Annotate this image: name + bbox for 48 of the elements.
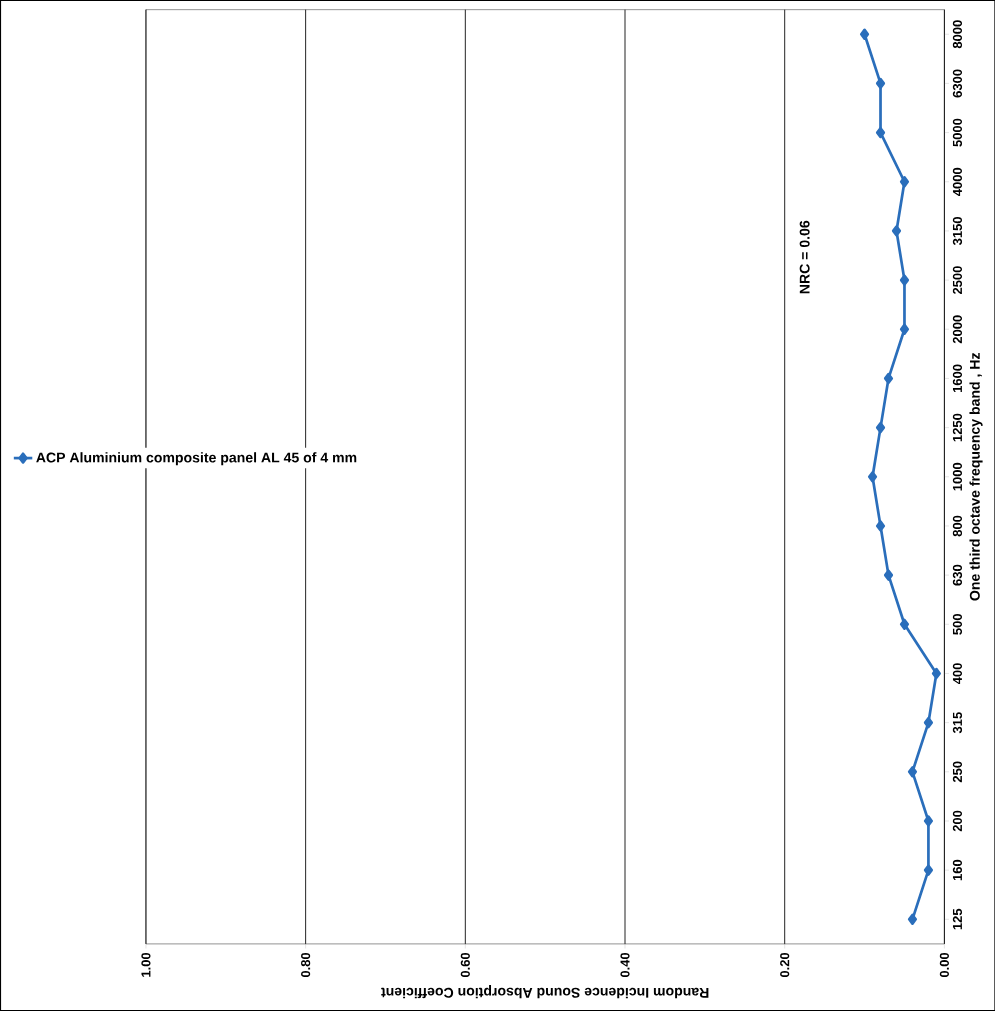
point xyxy=(875,421,885,434)
point xyxy=(875,126,885,139)
y-tick-label: 200 xyxy=(952,810,962,832)
point xyxy=(891,225,901,237)
y-tick-label: 1000 xyxy=(952,462,962,491)
y-tick-label: 160 xyxy=(952,859,962,881)
point xyxy=(875,77,885,90)
y-tick-label: 2500 xyxy=(952,266,962,295)
point xyxy=(867,471,877,483)
point xyxy=(883,372,893,385)
y-tick-label: 125 xyxy=(952,908,962,930)
point xyxy=(899,274,909,286)
point xyxy=(899,176,909,188)
point xyxy=(907,766,917,778)
y-tick-label: 2000 xyxy=(952,315,962,344)
point xyxy=(931,667,941,680)
point xyxy=(907,913,917,925)
y-axis-title: One third octave frequency band , Hz xyxy=(969,352,983,601)
point xyxy=(859,28,869,40)
y-tick-label: 6300 xyxy=(952,69,962,98)
x-axis-title: Random Incidence Sound Absorption Coefficient xyxy=(380,985,709,999)
y-tick-label: 250 xyxy=(952,761,962,783)
point xyxy=(923,815,933,827)
legend-label: ACP Aluminium composite panel AL 45 of 4 mm xyxy=(35,452,357,466)
y-tick-label: 5000 xyxy=(952,118,962,147)
x-tick-label: 0.60 xyxy=(460,952,470,978)
x-tick-label: 0.00 xyxy=(939,952,949,978)
y-tick-label: 800 xyxy=(952,515,962,537)
point xyxy=(923,716,933,729)
x-tick-label: 0.20 xyxy=(779,952,790,978)
point xyxy=(875,520,885,532)
y-tick-label: 1250 xyxy=(952,413,962,442)
point xyxy=(899,618,909,630)
y-tick-label: 3150 xyxy=(952,217,962,246)
y-tick-label: 500 xyxy=(952,613,962,635)
y-tick-label: 630 xyxy=(952,564,962,586)
y-tick-label: 315 xyxy=(952,712,962,734)
y-tick-label: 400 xyxy=(952,663,962,685)
annotation: NRC = 0.06 xyxy=(799,220,810,294)
point xyxy=(883,569,893,581)
x-tick-label: 1.00 xyxy=(141,952,151,977)
point xyxy=(923,864,933,876)
x-tick-label: 0.40 xyxy=(620,952,630,978)
point xyxy=(899,323,909,335)
y-tick-label: 8000 xyxy=(952,20,962,49)
x-tick-label: 0.80 xyxy=(300,952,311,978)
y-tick-label: 1600 xyxy=(952,364,962,393)
y-tick-label: 4000 xyxy=(952,167,962,196)
